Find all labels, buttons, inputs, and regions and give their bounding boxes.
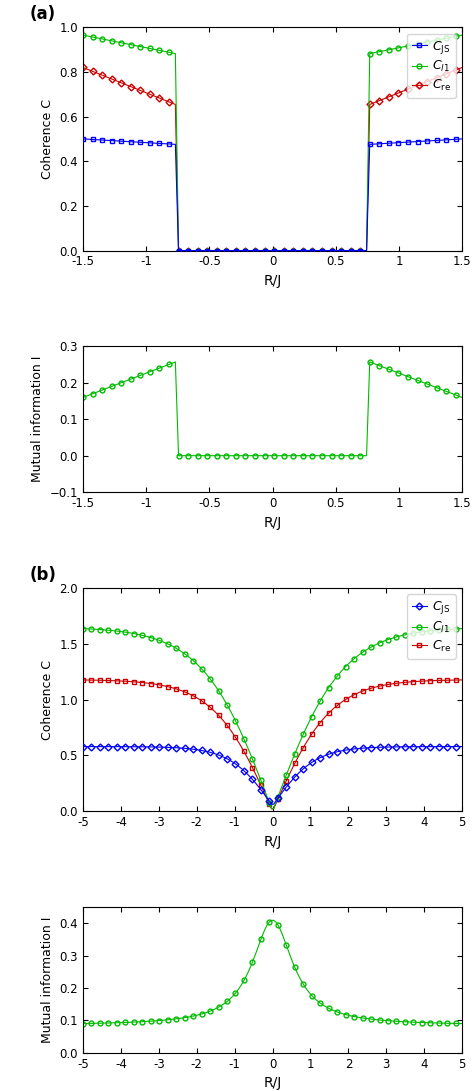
$C_{l1}$ <box>449 623 455 636</box>
$C_{l1}$ <box>419 625 425 638</box>
Line: $C_\mathrm{re}$: $C_\mathrm{re}$ <box>81 678 465 812</box>
X-axis label: R/J: R/J <box>264 835 282 849</box>
$C_\mathrm{JS}$ <box>224 752 230 765</box>
Line: $C_\mathrm{re}$: $C_\mathrm{re}$ <box>81 65 465 253</box>
$C_\mathrm{re}$ <box>80 673 86 686</box>
Legend: $C_\mathrm{JS}$, $C_{l1}$, $C_\mathrm{re}$: $C_\mathrm{JS}$, $C_{l1}$, $C_\mathrm{re… <box>407 34 456 98</box>
$C_\mathrm{re}$ <box>383 92 389 105</box>
$C_\mathrm{re}$ <box>224 719 230 732</box>
$C_\mathrm{JS}$ <box>271 798 276 811</box>
$C_\mathrm{re}$ <box>271 802 276 815</box>
$C_\mathrm{JS}$ <box>459 740 465 753</box>
$C_\mathrm{re}$ <box>158 679 164 692</box>
$C_\mathrm{JS}$ <box>383 136 389 149</box>
$C_\mathrm{JS}$ <box>293 244 299 257</box>
$C_\mathrm{re}$ <box>419 674 425 687</box>
$C_{l1}$ <box>158 635 164 648</box>
$C_\mathrm{JS}$ <box>176 244 182 257</box>
$C_\mathrm{re}$ <box>86 673 92 686</box>
$C_{l1}$ <box>176 244 182 257</box>
$C_\mathrm{re}$ <box>160 93 165 106</box>
X-axis label: R/J: R/J <box>264 516 282 529</box>
X-axis label: R/J: R/J <box>264 274 282 288</box>
$C_{l1}$ <box>383 44 389 57</box>
$C_{l1}$ <box>160 45 165 58</box>
$C_\mathrm{re}$ <box>449 673 455 686</box>
$C_{l1}$ <box>459 28 465 41</box>
Line: $C_{l1}$: $C_{l1}$ <box>81 33 465 253</box>
$C_{l1}$ <box>224 698 230 711</box>
$C_\mathrm{JS}$ <box>125 740 130 753</box>
$C_{l1}$ <box>80 28 86 41</box>
$C_\mathrm{JS}$ <box>449 740 455 753</box>
Y-axis label: Coherence C: Coherence C <box>41 99 54 179</box>
$C_\mathrm{JS}$ <box>419 740 425 753</box>
Y-axis label: Mutual information I: Mutual information I <box>41 916 54 1043</box>
$C_\mathrm{re}$ <box>459 673 465 686</box>
$C_{l1}$ <box>86 622 92 635</box>
Line: $C_{l1}$: $C_{l1}$ <box>81 626 465 811</box>
$C_\mathrm{re}$ <box>176 244 182 257</box>
Y-axis label: Coherence C: Coherence C <box>41 660 54 740</box>
$C_{l1}$ <box>450 31 456 44</box>
$C_\mathrm{re}$ <box>459 61 465 74</box>
$C_\mathrm{re}$ <box>293 244 299 257</box>
$C_\mathrm{JS}$ <box>80 740 86 753</box>
$C_\mathrm{JS}$ <box>450 133 456 146</box>
Y-axis label: Mutual information I: Mutual information I <box>31 356 44 482</box>
$C_{l1}$ <box>80 622 86 635</box>
$C_{l1}$ <box>345 244 350 257</box>
Text: (a): (a) <box>30 4 56 23</box>
$C_\mathrm{JS}$ <box>160 137 165 151</box>
$C_{l1}$ <box>271 802 276 815</box>
$C_\mathrm{re}$ <box>345 244 350 257</box>
$C_\mathrm{JS}$ <box>86 740 92 753</box>
$C_\mathrm{JS}$ <box>459 132 465 145</box>
$C_\mathrm{re}$ <box>450 64 456 77</box>
X-axis label: R/J: R/J <box>264 1076 282 1090</box>
$C_\mathrm{re}$ <box>125 675 130 688</box>
$C_{l1}$ <box>185 244 191 257</box>
$C_\mathrm{JS}$ <box>158 741 164 754</box>
Text: (b): (b) <box>30 565 57 584</box>
$C_\mathrm{re}$ <box>80 61 86 74</box>
$C_\mathrm{JS}$ <box>185 244 191 257</box>
$C_{l1}$ <box>459 622 465 635</box>
Legend: $C_\mathrm{JS}$, $C_{l1}$, $C_\mathrm{re}$: $C_\mathrm{JS}$, $C_{l1}$, $C_\mathrm{re… <box>407 595 456 659</box>
$C_\mathrm{re}$ <box>185 244 191 257</box>
Line: $C_\mathrm{JS}$: $C_\mathrm{JS}$ <box>81 744 465 806</box>
$C_\mathrm{JS}$ <box>80 132 86 145</box>
$C_{l1}$ <box>125 626 130 639</box>
$C_\mathrm{JS}$ <box>345 244 350 257</box>
$C_{l1}$ <box>293 244 299 257</box>
Line: $C_\mathrm{JS}$: $C_\mathrm{JS}$ <box>81 136 465 253</box>
